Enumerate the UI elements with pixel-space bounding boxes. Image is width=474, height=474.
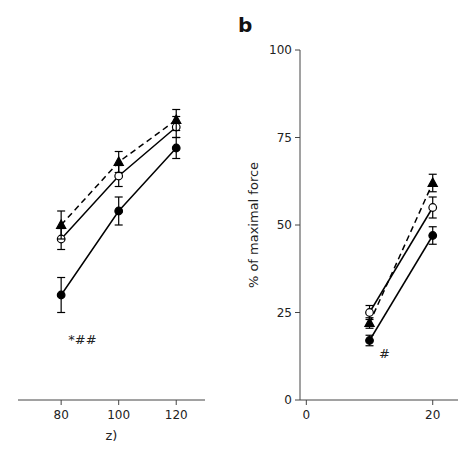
series-line xyxy=(61,127,176,239)
panel-title: b xyxy=(238,13,252,37)
point xyxy=(114,157,123,166)
error-bar xyxy=(57,278,65,313)
y-tick xyxy=(295,400,300,401)
error-cap xyxy=(172,109,180,110)
error-bar xyxy=(429,227,437,245)
panel: 80 100 120 z) *## xyxy=(18,110,205,444)
x-axis-line xyxy=(300,400,458,401)
x-axis-title: z) xyxy=(106,428,118,443)
error-cap xyxy=(366,345,374,346)
point xyxy=(57,220,66,229)
error-cap xyxy=(366,305,374,306)
error-bar xyxy=(57,211,65,239)
y-tick-label: 0 xyxy=(284,393,292,407)
x-tick xyxy=(306,400,307,405)
y-tick xyxy=(295,50,300,51)
y-axis-title: % of maximal force xyxy=(246,162,261,288)
error-cap xyxy=(429,196,437,197)
x-tick xyxy=(432,400,433,405)
error-cap xyxy=(115,196,123,197)
y-tick-label: 50 xyxy=(277,218,292,232)
x-tick xyxy=(176,400,177,405)
x-tick xyxy=(61,400,62,405)
point xyxy=(366,309,374,317)
error-cap xyxy=(57,210,65,211)
error-bar xyxy=(172,110,180,131)
error-cap xyxy=(366,335,374,336)
series-line xyxy=(61,148,176,295)
error-bar xyxy=(172,138,180,159)
error-cap xyxy=(57,277,65,278)
point xyxy=(429,204,437,212)
error-cap xyxy=(429,244,437,245)
point xyxy=(115,207,123,215)
error-cap xyxy=(115,224,123,225)
point xyxy=(115,172,123,180)
error-cap xyxy=(172,137,180,138)
x-tick xyxy=(118,400,119,405)
error-cap xyxy=(57,312,65,313)
y-tick xyxy=(295,312,300,313)
annotation: # xyxy=(379,346,390,361)
error-cap xyxy=(115,172,123,173)
error-cap xyxy=(429,226,437,227)
series-line xyxy=(370,236,433,341)
error-bar xyxy=(429,174,437,192)
y-tick-label: 75 xyxy=(277,131,292,145)
x-tick-label: 120 xyxy=(165,408,188,422)
error-cap xyxy=(429,191,437,192)
x-tick-label: 20 xyxy=(425,408,440,422)
series-line xyxy=(370,208,433,313)
panel: 0 20 0 25 50 75 100 % of maximal force # b xyxy=(238,13,458,422)
series-line xyxy=(370,183,433,323)
x-tick-label: 80 xyxy=(54,408,69,422)
error-bar xyxy=(115,197,123,225)
x-axis-line xyxy=(18,400,205,401)
point xyxy=(365,318,374,327)
point xyxy=(57,291,65,299)
error-bar xyxy=(366,335,374,346)
point xyxy=(429,232,437,240)
error-cap xyxy=(172,137,180,138)
error-cap xyxy=(429,174,437,175)
plot-area xyxy=(57,110,181,313)
error-bar xyxy=(115,152,123,173)
point xyxy=(428,178,437,187)
error-bar xyxy=(429,197,437,218)
error-bar xyxy=(366,318,374,329)
series-line xyxy=(61,120,176,225)
error-cap xyxy=(57,238,65,239)
annotation: *## xyxy=(68,332,96,347)
error-cap xyxy=(366,328,374,329)
y-tick xyxy=(295,137,300,138)
y-tick xyxy=(295,225,300,226)
y-tick-label: 25 xyxy=(277,306,292,320)
error-cap xyxy=(172,130,180,131)
plot-area xyxy=(365,174,437,346)
chart-root: 80 100 120 z) *## 0 20 0 25 50 75 100 % of maximal f… xyxy=(0,0,474,474)
error-cap xyxy=(429,217,437,218)
point xyxy=(172,115,181,124)
error-cap xyxy=(57,249,65,250)
x-tick-label: 0 xyxy=(302,408,310,422)
point xyxy=(172,144,180,152)
error-cap xyxy=(115,151,123,152)
point xyxy=(366,337,374,345)
error-cap xyxy=(115,186,123,187)
x-tick-label: 100 xyxy=(107,408,130,422)
y-tick-label: 100 xyxy=(269,43,292,57)
error-cap xyxy=(172,158,180,159)
